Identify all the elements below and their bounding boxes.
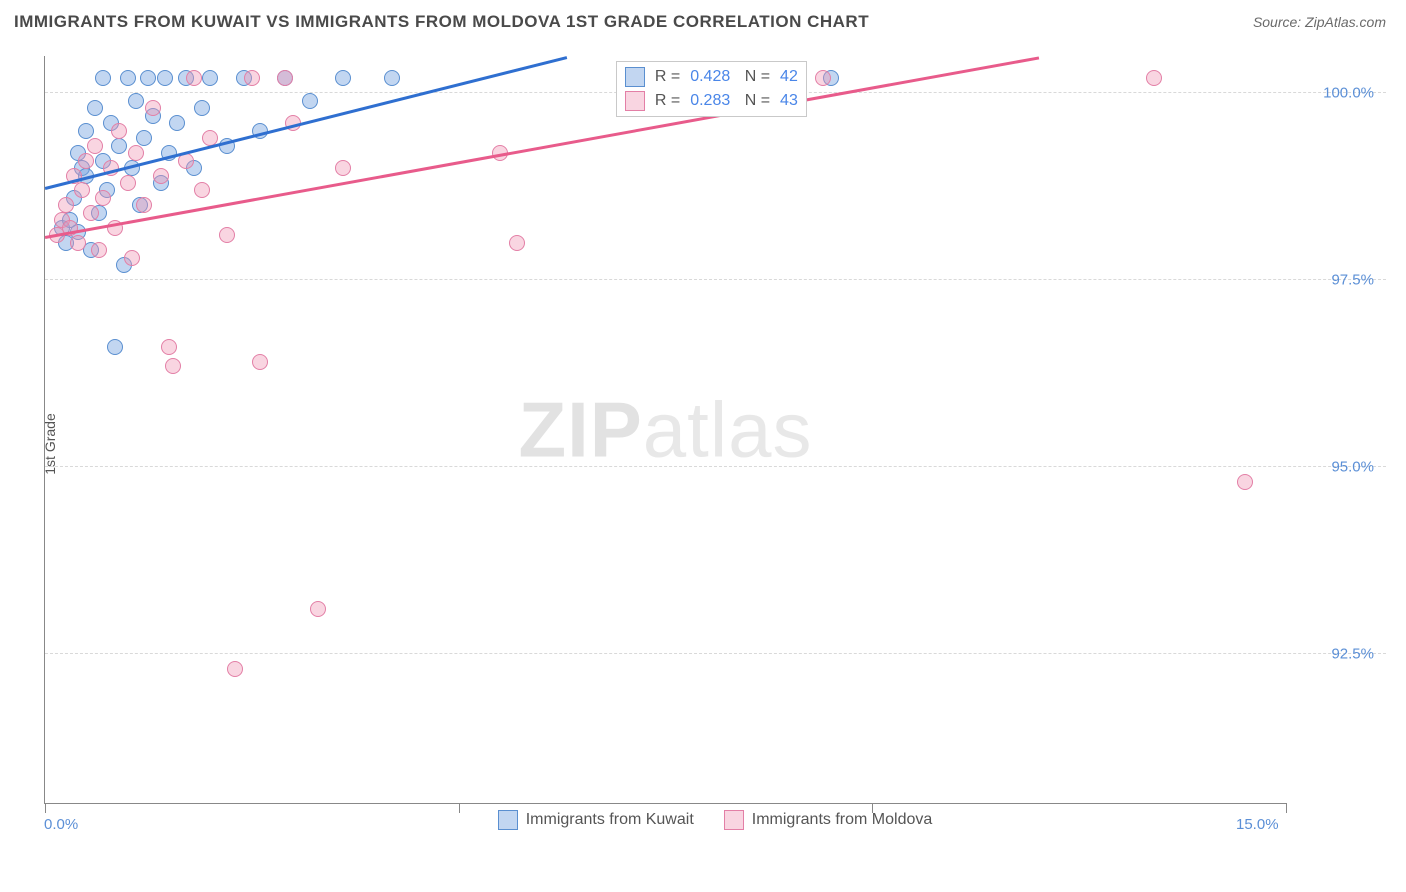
data-point xyxy=(384,70,400,86)
stats-box: R = 0.428 N = 42 R = 0.283 N = 43 xyxy=(616,61,807,117)
legend-item: Immigrants from Kuwait xyxy=(498,810,694,830)
data-point xyxy=(111,138,127,154)
data-point xyxy=(186,70,202,86)
data-point xyxy=(74,182,90,198)
legend-label: Immigrants from Kuwait xyxy=(526,811,694,829)
y-tick-label: 92.5% xyxy=(1331,646,1374,663)
legend-item: Immigrants from Moldova xyxy=(724,810,933,830)
legend-swatch xyxy=(498,810,518,830)
data-point xyxy=(140,70,156,86)
data-point xyxy=(145,100,161,116)
gridline xyxy=(45,279,1386,280)
legend-label: Immigrants from Moldova xyxy=(752,811,933,829)
data-point xyxy=(227,661,243,677)
data-point xyxy=(194,182,210,198)
legend-swatch xyxy=(625,67,645,87)
legend-swatch xyxy=(625,91,645,111)
data-point xyxy=(95,70,111,86)
data-point xyxy=(78,123,94,139)
gridline xyxy=(45,653,1386,654)
data-point xyxy=(120,175,136,191)
data-point xyxy=(111,123,127,139)
stat-r-value: 0.283 xyxy=(690,92,730,110)
data-point xyxy=(335,160,351,176)
data-point xyxy=(91,242,107,258)
data-point xyxy=(128,145,144,161)
source-attribution: Source: ZipAtlas.com xyxy=(1253,14,1386,30)
data-point xyxy=(70,235,86,251)
stat-r-value: 0.428 xyxy=(690,68,730,86)
y-tick-label: 95.0% xyxy=(1331,459,1374,476)
plot-region: ZIPatlas R = 0.428 N = 42 R = 0.283 N = … xyxy=(44,56,1286,804)
data-point xyxy=(124,250,140,266)
legend: Immigrants from Kuwait Immigrants from M… xyxy=(44,810,1386,830)
data-point xyxy=(202,70,218,86)
legend-swatch xyxy=(724,810,744,830)
data-point xyxy=(165,358,181,374)
data-point xyxy=(83,205,99,221)
data-point xyxy=(87,100,103,116)
data-point xyxy=(87,138,103,154)
data-point xyxy=(136,130,152,146)
y-tick-label: 97.5% xyxy=(1331,272,1374,289)
stat-r-label: R = xyxy=(655,92,680,110)
stat-n-value: 42 xyxy=(780,68,798,86)
chart-title: IMMIGRANTS FROM KUWAIT VS IMMIGRANTS FRO… xyxy=(14,12,869,32)
data-point xyxy=(128,93,144,109)
data-point xyxy=(244,70,260,86)
data-point xyxy=(169,115,185,131)
gridline xyxy=(45,466,1386,467)
data-point xyxy=(153,168,169,184)
data-point xyxy=(58,197,74,213)
data-point xyxy=(335,70,351,86)
data-point xyxy=(252,354,268,370)
data-point xyxy=(78,153,94,169)
data-point xyxy=(277,70,293,86)
data-point xyxy=(136,197,152,213)
y-tick-label: 100.0% xyxy=(1323,85,1374,102)
stat-n-label: N = xyxy=(740,92,770,110)
data-point xyxy=(815,70,831,86)
chart-area: 1st Grade ZIPatlas R = 0.428 N = 42 R = … xyxy=(44,56,1386,832)
data-point xyxy=(219,227,235,243)
stat-n-label: N = xyxy=(740,68,770,86)
data-point xyxy=(157,70,173,86)
stat-n-value: 43 xyxy=(780,92,798,110)
data-point xyxy=(194,100,210,116)
data-point xyxy=(120,70,136,86)
data-point xyxy=(161,339,177,355)
data-point xyxy=(310,601,326,617)
data-point xyxy=(1146,70,1162,86)
data-point xyxy=(107,339,123,355)
data-point xyxy=(1237,474,1253,490)
data-point xyxy=(95,190,111,206)
watermark: ZIPatlas xyxy=(518,384,812,475)
stat-r-label: R = xyxy=(655,68,680,86)
data-point xyxy=(302,93,318,109)
data-point xyxy=(509,235,525,251)
